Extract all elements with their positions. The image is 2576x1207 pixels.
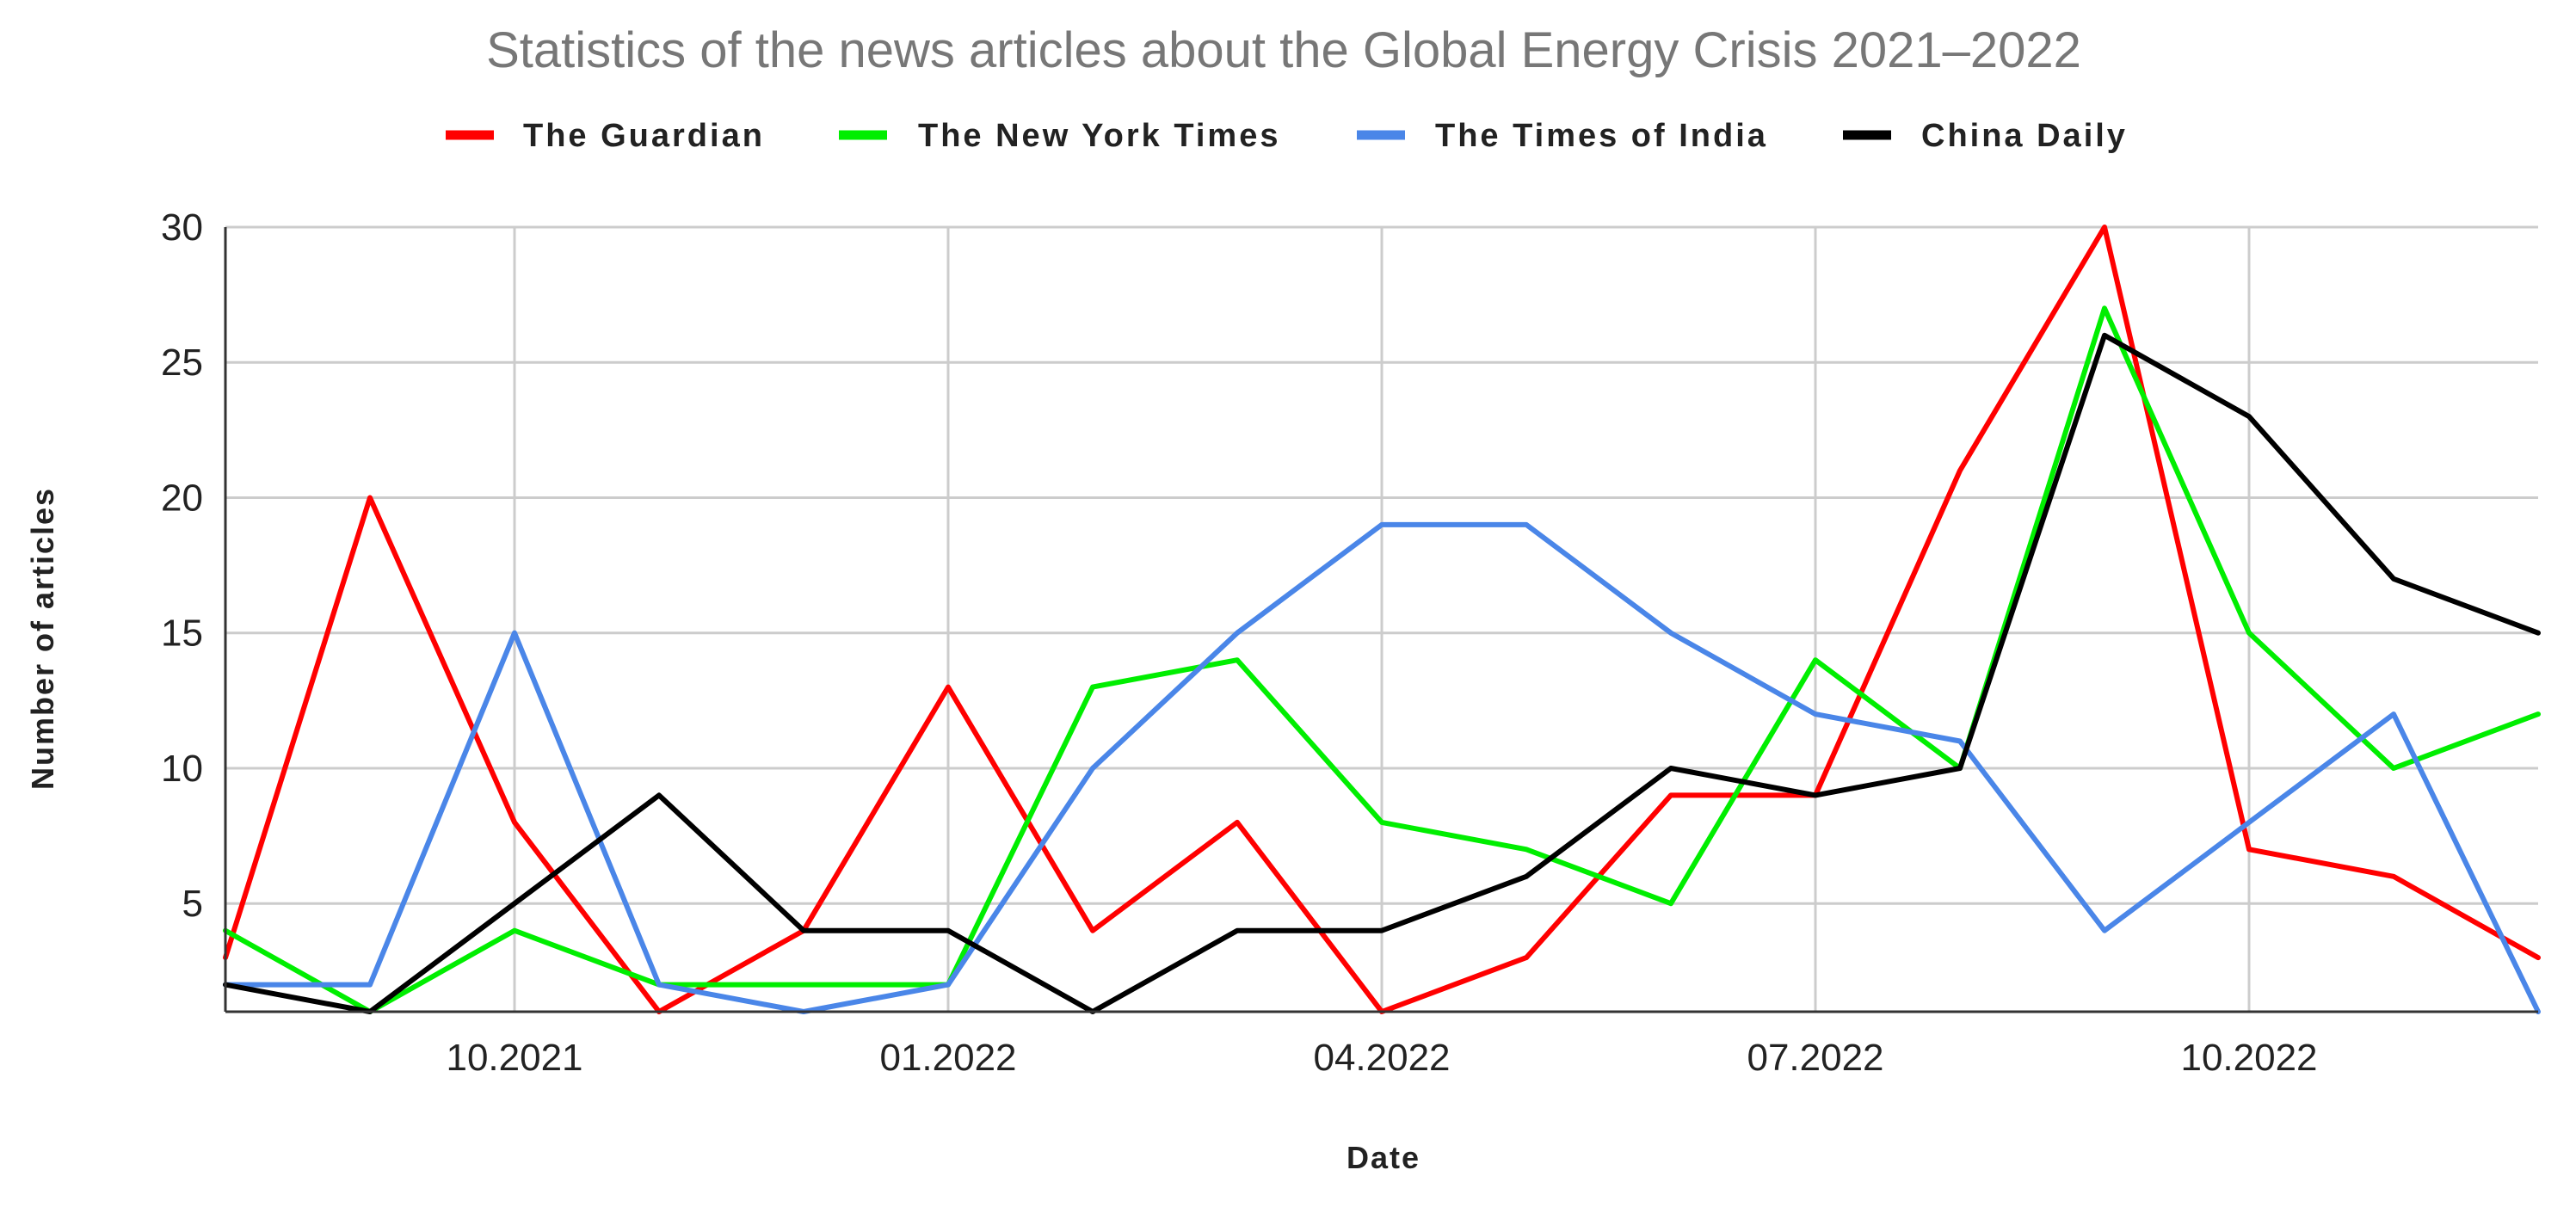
y-tick-label: 10 <box>161 748 203 790</box>
chart-title: Statistics of the news articles about th… <box>486 22 2081 78</box>
x-tick-label: 10.2021 <box>446 1037 582 1079</box>
legend-label: The Times of India <box>1435 118 1768 154</box>
y-tick-label: 20 <box>161 477 203 519</box>
x-axis-label: Date <box>1347 1140 1420 1175</box>
legend-item: The Times of India <box>1357 118 1768 154</box>
x-tick-label: 10.2022 <box>2180 1037 2317 1079</box>
y-tick-label: 5 <box>182 883 203 925</box>
tick-labels: 5 10 15 20 25 30 10.2021 01.2022 04.2022 07.2022 1… <box>161 206 2317 1079</box>
y-axis-label: Number of articles <box>25 487 60 790</box>
series-line-the-times-of-india <box>223 521 2541 1014</box>
x-tick-label: 07.2022 <box>1747 1037 1883 1079</box>
y-tick-label: 15 <box>161 613 203 655</box>
legend-label: The New York Times <box>918 118 1280 154</box>
legend-label: China Daily <box>1921 118 2128 154</box>
y-tick-label: 25 <box>161 342 203 384</box>
legend: The Guardian The New York Times The Times … <box>446 118 2128 154</box>
y-tick-label: 30 <box>161 206 203 249</box>
legend-label: The Guardian <box>523 118 765 154</box>
legend-item: The New York Times <box>839 118 1280 154</box>
legend-item: China Daily <box>1843 118 2128 154</box>
x-tick-label: 04.2022 <box>1313 1037 1450 1079</box>
series-line-the-new-york-times <box>223 305 2541 1014</box>
series-line-china-daily <box>223 332 2541 1014</box>
legend-item: The Guardian <box>446 118 765 154</box>
gridlines <box>225 225 2538 1012</box>
axes <box>224 227 2538 1013</box>
x-tick-label: 01.2022 <box>879 1037 1016 1079</box>
